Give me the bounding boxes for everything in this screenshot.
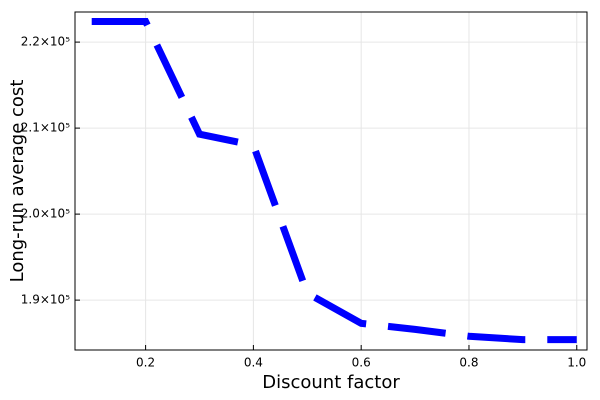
plot-frame [74,11,588,351]
x-tick-label: 0.2 [136,356,155,370]
y-tick-label: 2.1×10⁵ [21,121,70,135]
y-tick-label: 2.2×10⁵ [21,35,70,49]
x-tick-label: 0.8 [459,356,478,370]
x-axis-label: Discount factor [262,372,400,393]
y-axis-label: Long-run average cost [7,80,28,283]
x-tick-label: 0.4 [244,356,263,370]
x-tick-label: 1.0 [567,356,586,370]
y-tick-label: 1.9×10⁵ [21,293,70,307]
data-line [91,17,577,344]
x-tick-label: 0.6 [352,356,371,370]
y-tick-label: 2.0×10⁵ [21,207,70,221]
